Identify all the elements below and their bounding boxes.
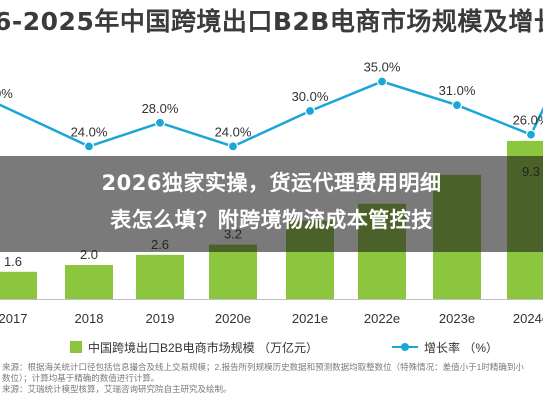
note-line: 数位）；计算均基于精确的数值进行计算。 <box>2 373 160 383</box>
headline-line-1: 2026独家实操，货运代理费用明细 <box>101 171 442 195</box>
bar-value-label: 1.6 <box>4 254 22 269</box>
bar-2018 <box>65 265 113 299</box>
growth-point-2020e <box>227 141 239 152</box>
x-tick-label: 2019 <box>146 311 175 326</box>
line-series <box>0 76 543 152</box>
x-tick-label: 2017 <box>0 311 27 326</box>
legend-line-swatch <box>392 341 418 353</box>
x-tick-label: 2023e <box>439 311 475 326</box>
source-notes: 来源：根据海关统计口径包括信息撮合及线上交易规模；2.报告所列规模历史数据和预测… <box>2 362 543 395</box>
legend-bar-swatch <box>70 341 82 353</box>
legend-item-growth-rate: 增长率 （%） <box>392 336 498 358</box>
x-axis: 2017 2018 2019 2020e 2021e 2022e 2023e 2024e <box>0 299 543 326</box>
chart-legend: 中国跨境出口B2B电商市场规模 （万亿元） 增长率 （%） <box>0 336 543 358</box>
growth-value-label-edge: 0% <box>0 86 13 101</box>
x-tick-label: 2024e <box>513 311 543 326</box>
growth-point-2023e <box>451 99 463 111</box>
headline-line-2: 表怎么填？附跨境物流成本管控技 <box>110 208 433 232</box>
growth-value-label: 28.0% <box>142 101 179 116</box>
x-tick-label: 2018 <box>75 311 104 326</box>
growth-point-2018 <box>83 141 95 152</box>
x-tick-label: 2021e <box>292 311 328 326</box>
growth-value-label: 24.0% <box>71 124 108 139</box>
growth-point-2024e <box>525 129 537 140</box>
note-line: 来源：艾瑞统计模型核算，艾瑞咨询研究院自主研究及绘制。 <box>2 384 232 394</box>
bar-2017 <box>0 271 37 299</box>
growth-point-2022e <box>376 76 388 87</box>
growth-value-label: 24.0% <box>215 124 252 139</box>
growth-value-label: 31.0% <box>439 83 476 98</box>
growth-value-label: 35.0% <box>364 60 401 75</box>
x-tick-label: 2022e <box>364 311 400 326</box>
growth-point-2019 <box>154 117 166 128</box>
legend-label-market-size: 中国跨境出口B2B电商市场规模 （万亿元） <box>88 340 319 355</box>
bar-2019 <box>136 254 184 299</box>
growth-value-label: 30.0% <box>292 89 329 104</box>
growth-point-2021e <box>304 105 316 117</box>
x-tick-label: 2020e <box>215 311 251 326</box>
chart-title: 6-2025年中国跨境出口B2B电商市场规模及增长率 <box>0 7 543 36</box>
note-line: 来源：根据海关统计口径包括信息撮合及线上交易规模；2.报告所列规模历史数据和预测… <box>2 362 524 372</box>
headline-banner <box>0 156 543 252</box>
legend-item-market-size: 中国跨境出口B2B电商市场规模 （万亿元） <box>70 336 318 358</box>
bar-2020e <box>209 244 257 299</box>
growth-value-label: 26.0% <box>513 113 543 128</box>
legend-label-growth-rate: 增长率 （%） <box>424 340 499 355</box>
